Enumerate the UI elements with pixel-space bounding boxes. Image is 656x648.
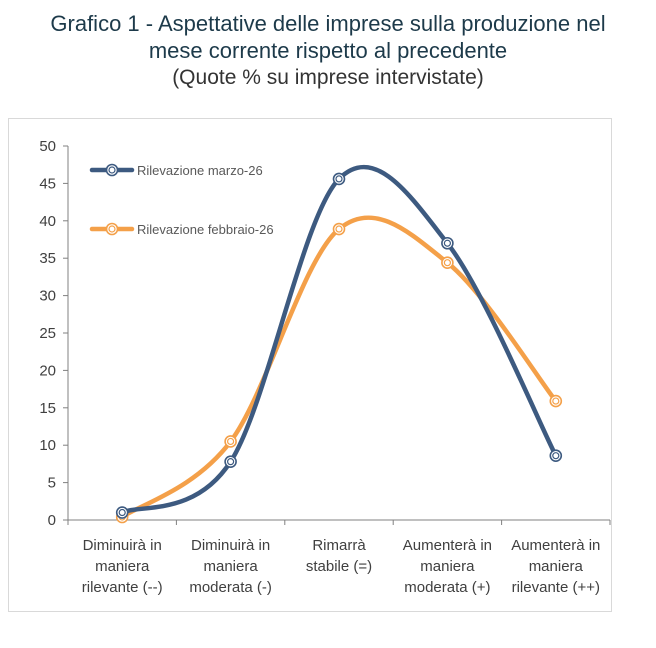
y-tick-label: 10 — [39, 437, 56, 454]
legend-marker-inner-0 — [108, 166, 116, 174]
series-0-point-inner — [227, 458, 235, 466]
x-category-label: Aumenterà in maniera rilevante (++) — [511, 537, 600, 596]
x-category-label: Rimarrà stabile (=) — [306, 537, 372, 575]
legend-label-1: Rilevazione febbraio-26 — [137, 222, 274, 237]
series-line-0 — [119, 164, 559, 515]
legend-label-0: Rilevazione marzo-26 — [137, 163, 263, 178]
series-1-point-inner — [552, 397, 560, 405]
chart-title-line-1: Grafico 1 - Aspettative delle imprese su… — [50, 11, 606, 36]
series-1-point-inner — [443, 259, 451, 267]
chart-frame — [8, 118, 612, 612]
series-1-point — [549, 394, 563, 408]
legend-marker-1 — [105, 222, 119, 236]
y-tick-label: 15 — [39, 400, 56, 417]
series-1-point — [441, 256, 454, 269]
series-0-point-inner — [552, 452, 560, 460]
series-1-point — [224, 435, 237, 448]
x-category-label: Diminuirà in maniera moderata (-) — [189, 537, 272, 596]
legend-marker-inner-1 — [108, 225, 116, 233]
series-0-point-inner — [443, 239, 451, 247]
y-tick-label: 35 — [39, 250, 56, 267]
y-tick-label: 20 — [39, 362, 56, 379]
y-tick-label: 50 — [39, 138, 56, 155]
series-0-point — [332, 172, 346, 186]
y-tick-label: 5 — [48, 475, 56, 492]
series-1-point — [332, 222, 346, 236]
series-0-point — [224, 455, 237, 468]
y-tick-label: 0 — [48, 512, 56, 529]
chart-subtitle: (Quote % su imprese intervistate) — [172, 66, 484, 89]
x-category-label: Diminuirà in maniera rilevante (--) — [82, 537, 163, 596]
chart-title-block: Grafico 1 - Aspettative delle imprese su… — [0, 10, 656, 91]
series-0-point — [549, 449, 563, 462]
chart-title-line-2: mese corrente rispetto al precedente — [148, 38, 508, 63]
y-tick-label: 30 — [39, 288, 56, 305]
series-1-point-inner — [335, 225, 343, 233]
y-tick-label: 25 — [39, 325, 56, 342]
y-tick-label: 45 — [39, 175, 56, 192]
x-category-label: Aumenterà in maniera moderata (+) — [403, 537, 492, 596]
series-0-point-inner — [335, 175, 343, 183]
series-0-point — [441, 236, 454, 250]
legend-marker-0 — [105, 163, 119, 177]
series-0-point — [115, 506, 129, 519]
series-1-point-inner — [227, 437, 235, 446]
series-0-point-inner — [118, 508, 126, 517]
y-tick-label: 40 — [39, 213, 56, 230]
series-line-1 — [119, 215, 559, 520]
